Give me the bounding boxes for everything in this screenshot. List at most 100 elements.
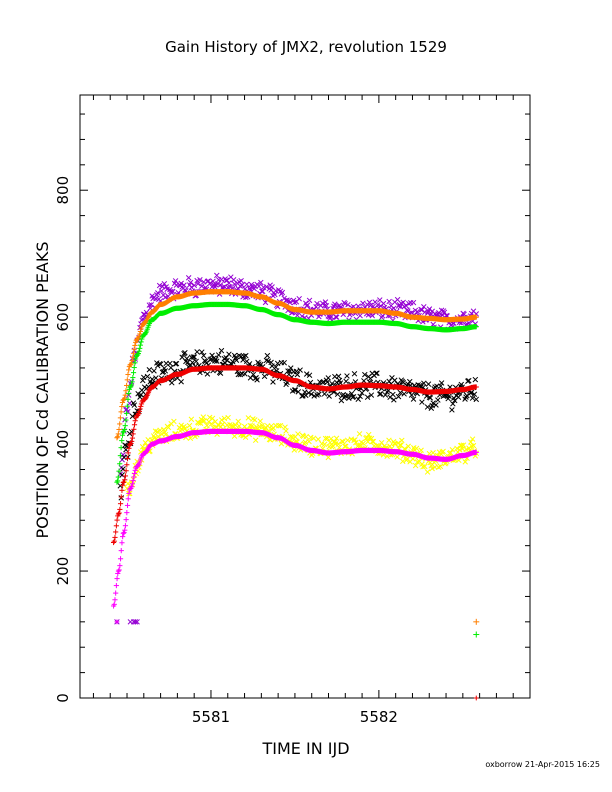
data-point (214, 358, 220, 364)
data-point (435, 397, 441, 403)
data-point (138, 339, 144, 345)
data-point (394, 454, 400, 460)
data-point (155, 290, 161, 296)
data-point (449, 407, 455, 413)
data-point (233, 357, 240, 363)
data-point (195, 280, 201, 287)
data-point (131, 470, 138, 477)
data-point (287, 299, 293, 306)
data-point (170, 288, 176, 295)
data-point (148, 302, 154, 308)
data-point (161, 280, 168, 287)
data-point (401, 391, 407, 397)
plot-frame (79, 94, 531, 699)
data-point (169, 380, 175, 386)
data-point (217, 282, 224, 288)
data-point (162, 294, 169, 301)
data-point (139, 336, 145, 342)
data-point (357, 312, 363, 319)
data-point (356, 431, 363, 437)
data-point (306, 297, 313, 304)
data-point (119, 487, 125, 493)
data-point (258, 279, 264, 286)
data-point (430, 450, 436, 456)
data-point (146, 302, 153, 308)
data-point (122, 523, 129, 529)
data-point (215, 352, 222, 358)
data-point (137, 328, 144, 335)
data-point (293, 368, 300, 375)
data-point (305, 390, 312, 396)
data-point (257, 418, 264, 424)
data-point (197, 277, 203, 283)
data-point (117, 483, 124, 489)
data-point (131, 474, 137, 480)
data-point (172, 361, 179, 367)
data-point (114, 435, 120, 441)
data-point (146, 367, 153, 373)
data-point (292, 387, 299, 393)
data-point (121, 395, 128, 401)
data-point (118, 494, 124, 500)
data-point (218, 347, 225, 354)
data-point (188, 416, 195, 423)
data-point (328, 313, 334, 320)
data-point (114, 517, 120, 523)
data-point (124, 502, 131, 509)
y-tick-label: 600 (54, 303, 72, 332)
data-point (142, 331, 148, 337)
data-point (473, 396, 480, 403)
data-point (296, 295, 302, 302)
data-point (410, 299, 417, 306)
data-point (190, 354, 197, 360)
data-point (386, 298, 392, 305)
data-point (252, 437, 259, 444)
data-point (235, 418, 241, 425)
data-point (345, 301, 351, 308)
data-point (473, 631, 480, 638)
data-point (149, 376, 155, 382)
data-point (410, 456, 416, 462)
data-point (119, 540, 125, 546)
x-axis-title: TIME IN IJD (261, 739, 349, 758)
data-point (144, 373, 151, 380)
data-point (344, 437, 351, 443)
data-point (217, 370, 224, 376)
data-point (399, 437, 405, 444)
data-point (117, 556, 124, 562)
data-point (386, 378, 392, 385)
data-point (283, 428, 289, 434)
data-point (351, 371, 358, 377)
y-axis: 0 200 400 600 800 (54, 113, 530, 703)
data-point (325, 454, 332, 461)
data-point (115, 434, 121, 440)
x-tick-label: 5581 (192, 708, 230, 726)
data-point (294, 312, 301, 319)
data-point (162, 368, 169, 374)
data-point (473, 695, 479, 701)
data-point (113, 582, 119, 589)
data-point (140, 377, 146, 384)
data-point (126, 367, 132, 373)
data-point (130, 354, 136, 360)
data-point (132, 360, 138, 366)
data-point (118, 548, 124, 554)
data-point (117, 563, 123, 569)
data-point (455, 394, 462, 400)
data-point (136, 348, 142, 354)
data-point (472, 376, 479, 383)
data-point (113, 529, 119, 535)
data-point (281, 359, 287, 366)
data-point (112, 534, 118, 541)
data-point (130, 374, 136, 381)
data-point (119, 438, 125, 444)
data-point (288, 365, 294, 371)
data-point (135, 350, 141, 357)
data-point (303, 371, 310, 377)
data-point (304, 302, 311, 308)
data-point (137, 331, 143, 337)
data-series (110, 272, 480, 701)
data-point (181, 282, 187, 288)
data-point (229, 358, 236, 365)
